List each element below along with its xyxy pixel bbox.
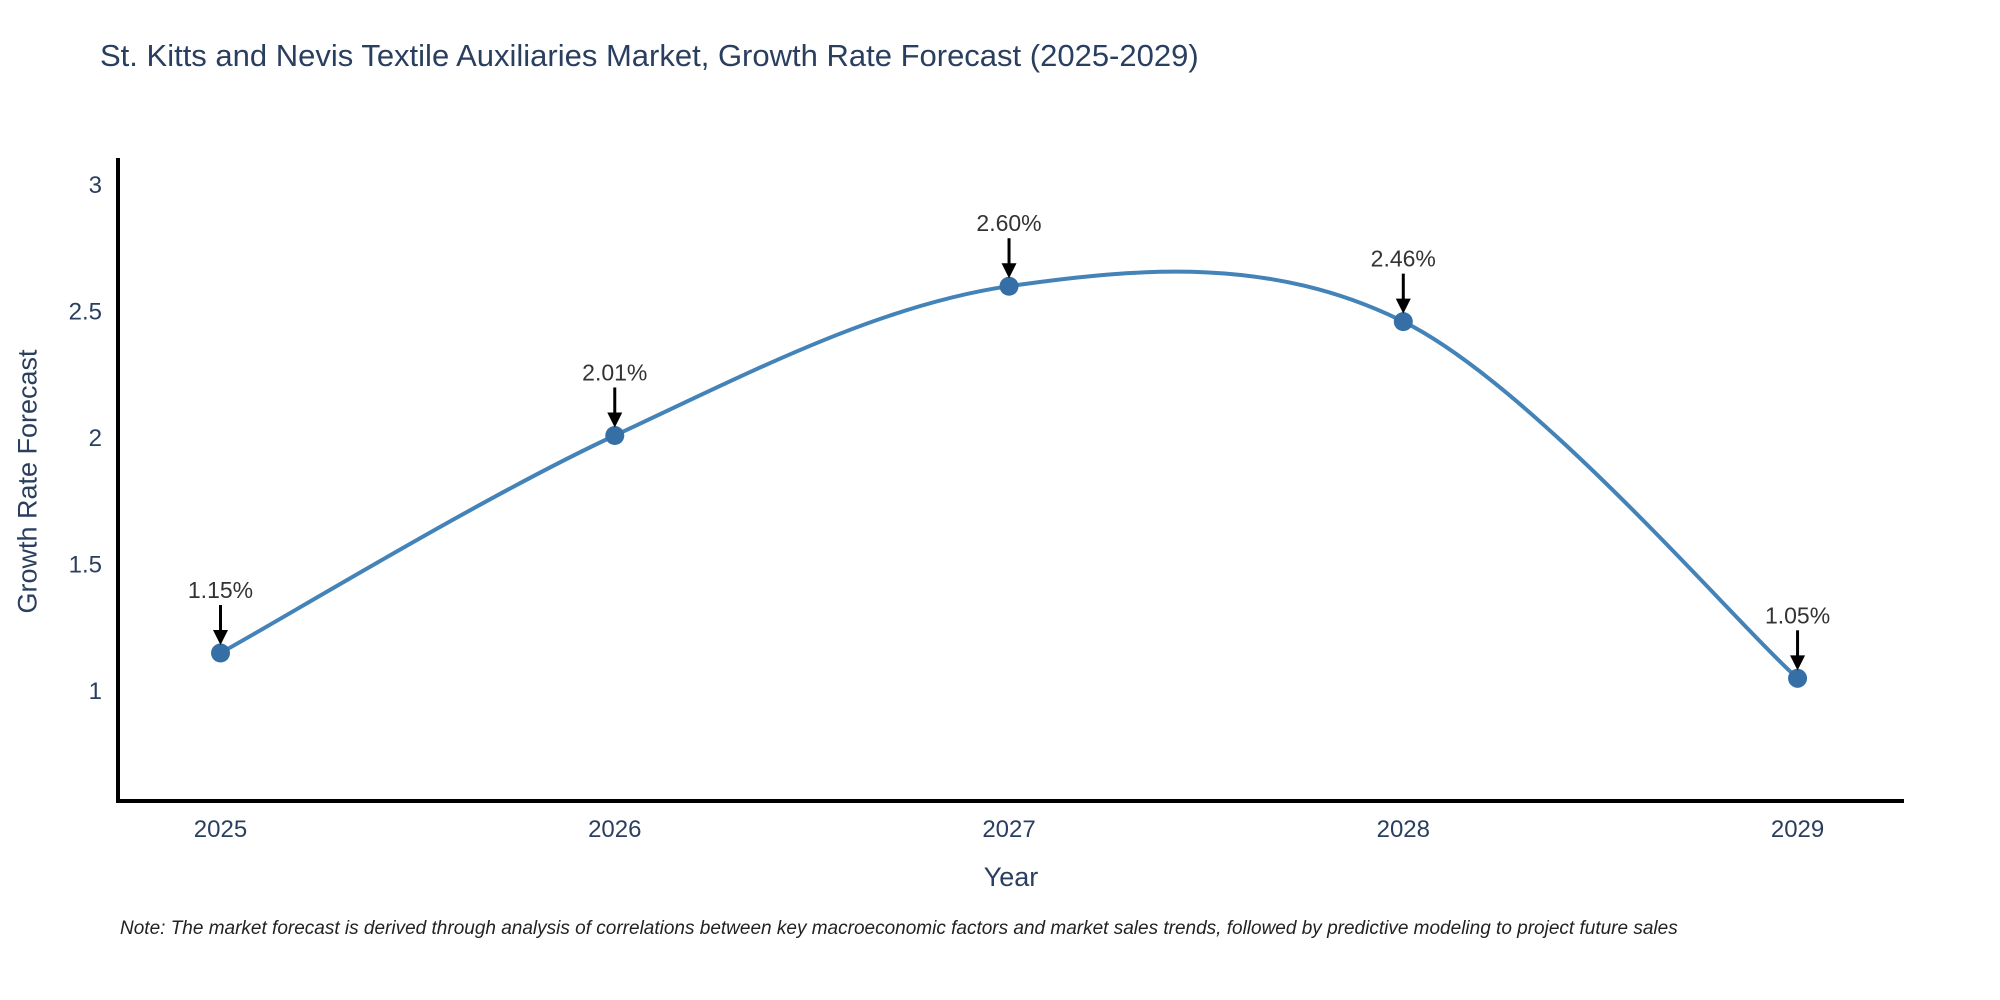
point-label: 1.15% (188, 577, 253, 603)
point-label: 2.01% (582, 359, 647, 385)
data-point (1788, 668, 1808, 688)
x-tick-label: 2028 (1377, 816, 1430, 843)
chart-title: St. Kitts and Nevis Textile Auxiliaries … (100, 38, 1199, 73)
point-label: 1.05% (1765, 602, 1830, 628)
annotation-arrow-head (1001, 263, 1017, 279)
data-point (999, 276, 1019, 296)
x-tick-label: 2025 (194, 816, 247, 843)
x-axis-title: Year (983, 862, 1039, 892)
y-tick-label: 2 (89, 425, 102, 452)
y-tick-label: 3 (89, 172, 102, 199)
annotation-arrow-head (607, 412, 623, 428)
growth-rate-line (218, 269, 1800, 681)
annotation-arrow-head (213, 630, 229, 646)
data-point (1393, 312, 1413, 332)
x-tick-label: 2026 (588, 816, 641, 843)
point-label: 2.46% (1371, 246, 1436, 272)
point-label: 2.60% (976, 210, 1041, 236)
x-tick-label: 2029 (1771, 816, 1824, 843)
annotation-arrow-head (1395, 298, 1411, 314)
x-tick-label: 2027 (982, 816, 1035, 843)
y-tick-label: 1 (89, 678, 102, 705)
chart-footnote: Note: The market forecast is derived thr… (120, 918, 1678, 939)
data-point (211, 643, 231, 663)
data-point (605, 425, 625, 445)
annotation-arrow-head (1790, 655, 1806, 671)
y-tick-label: 2.5 (69, 299, 102, 326)
y-tick-label: 1.5 (69, 551, 102, 578)
